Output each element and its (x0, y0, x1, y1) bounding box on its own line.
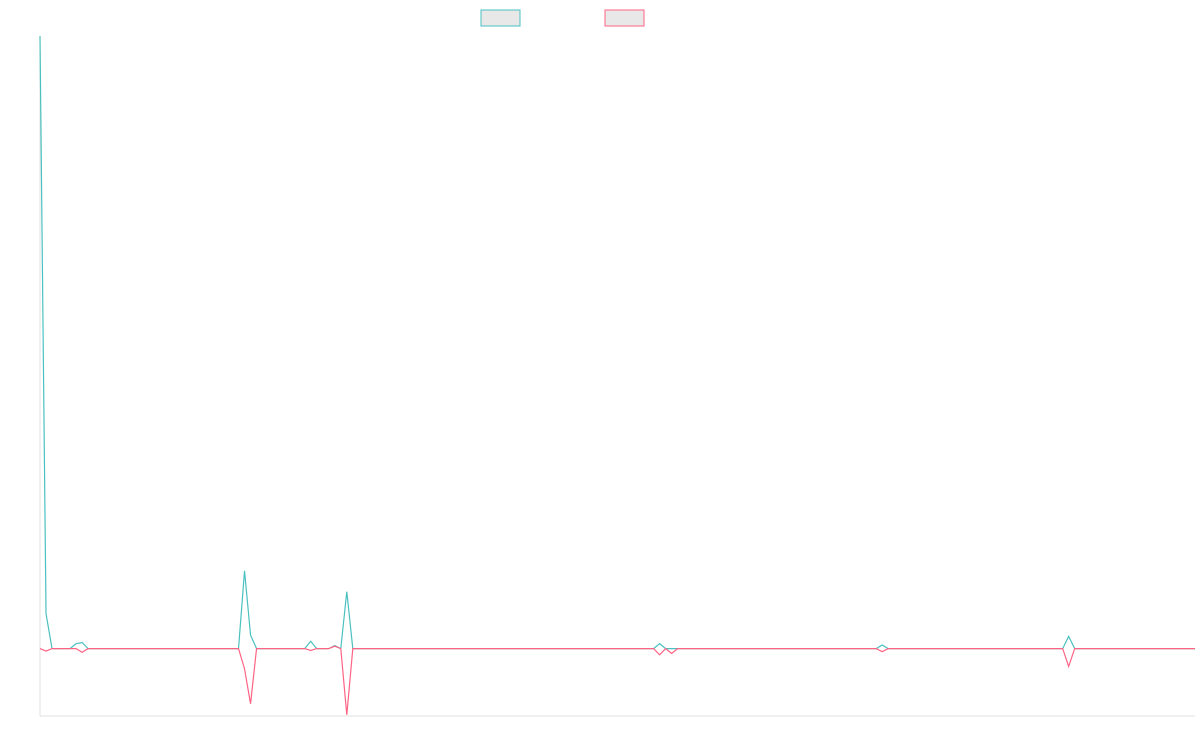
legend-swatch (604, 9, 645, 27)
series-line (39, 35, 1195, 650)
legend-swatch (480, 9, 521, 27)
series-line (39, 645, 1195, 715)
